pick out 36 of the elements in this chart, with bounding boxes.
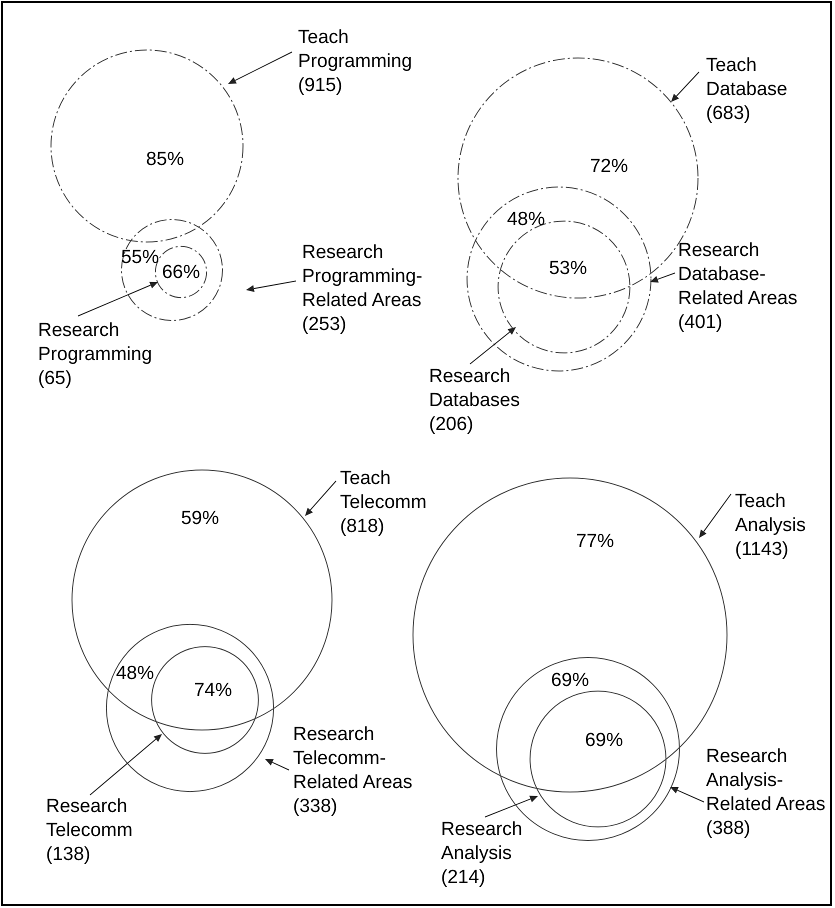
data-label: (401): [678, 312, 722, 334]
text: 69%: [584, 730, 624, 752]
data-label: (206): [429, 414, 474, 436]
category-label: Research Database-Related Areas: [678, 240, 798, 310]
data-label: (138): [46, 844, 90, 866]
category-label: Teach Telecomm: [340, 468, 427, 514]
category-label: Research Programming: [38, 320, 152, 366]
data-label: (388): [706, 818, 750, 840]
text: 74%: [194, 680, 232, 702]
category-label: Research Telecomm: [46, 796, 133, 842]
data-label: (253): [302, 314, 346, 336]
text: 55%: [120, 247, 160, 268]
data-label: (683): [706, 103, 750, 124]
text: 77%: [576, 531, 614, 552]
category-label: Teach Programming: [298, 27, 412, 72]
data-label: (338): [293, 796, 338, 818]
text: 66%: [162, 262, 200, 284]
category-label: Research Analysis: [441, 819, 522, 864]
category-label: Teach Database: [706, 55, 788, 100]
category-label: Research Analysis-Related Areas: [706, 746, 826, 816]
text: 59%: [180, 508, 220, 530]
data-label: (65): [38, 368, 72, 390]
data-label: (915): [298, 75, 342, 96]
category-label: Teach Analysis: [735, 491, 806, 536]
category-label: Research Telecomm-Related Areas: [293, 724, 412, 794]
data-label: (1143): [735, 539, 789, 560]
text: 69%: [550, 670, 590, 692]
text: 72%: [590, 156, 628, 178]
category-label: Research Programming-Related Areas: [302, 242, 422, 312]
data-label: (818): [340, 516, 384, 538]
text: 48%: [116, 663, 154, 684]
category-label: Research Databases: [429, 366, 520, 412]
data-label: (214): [441, 867, 486, 888]
text: 53%: [548, 258, 588, 280]
text: 48%: [506, 209, 546, 230]
text: 85%: [146, 149, 184, 170]
